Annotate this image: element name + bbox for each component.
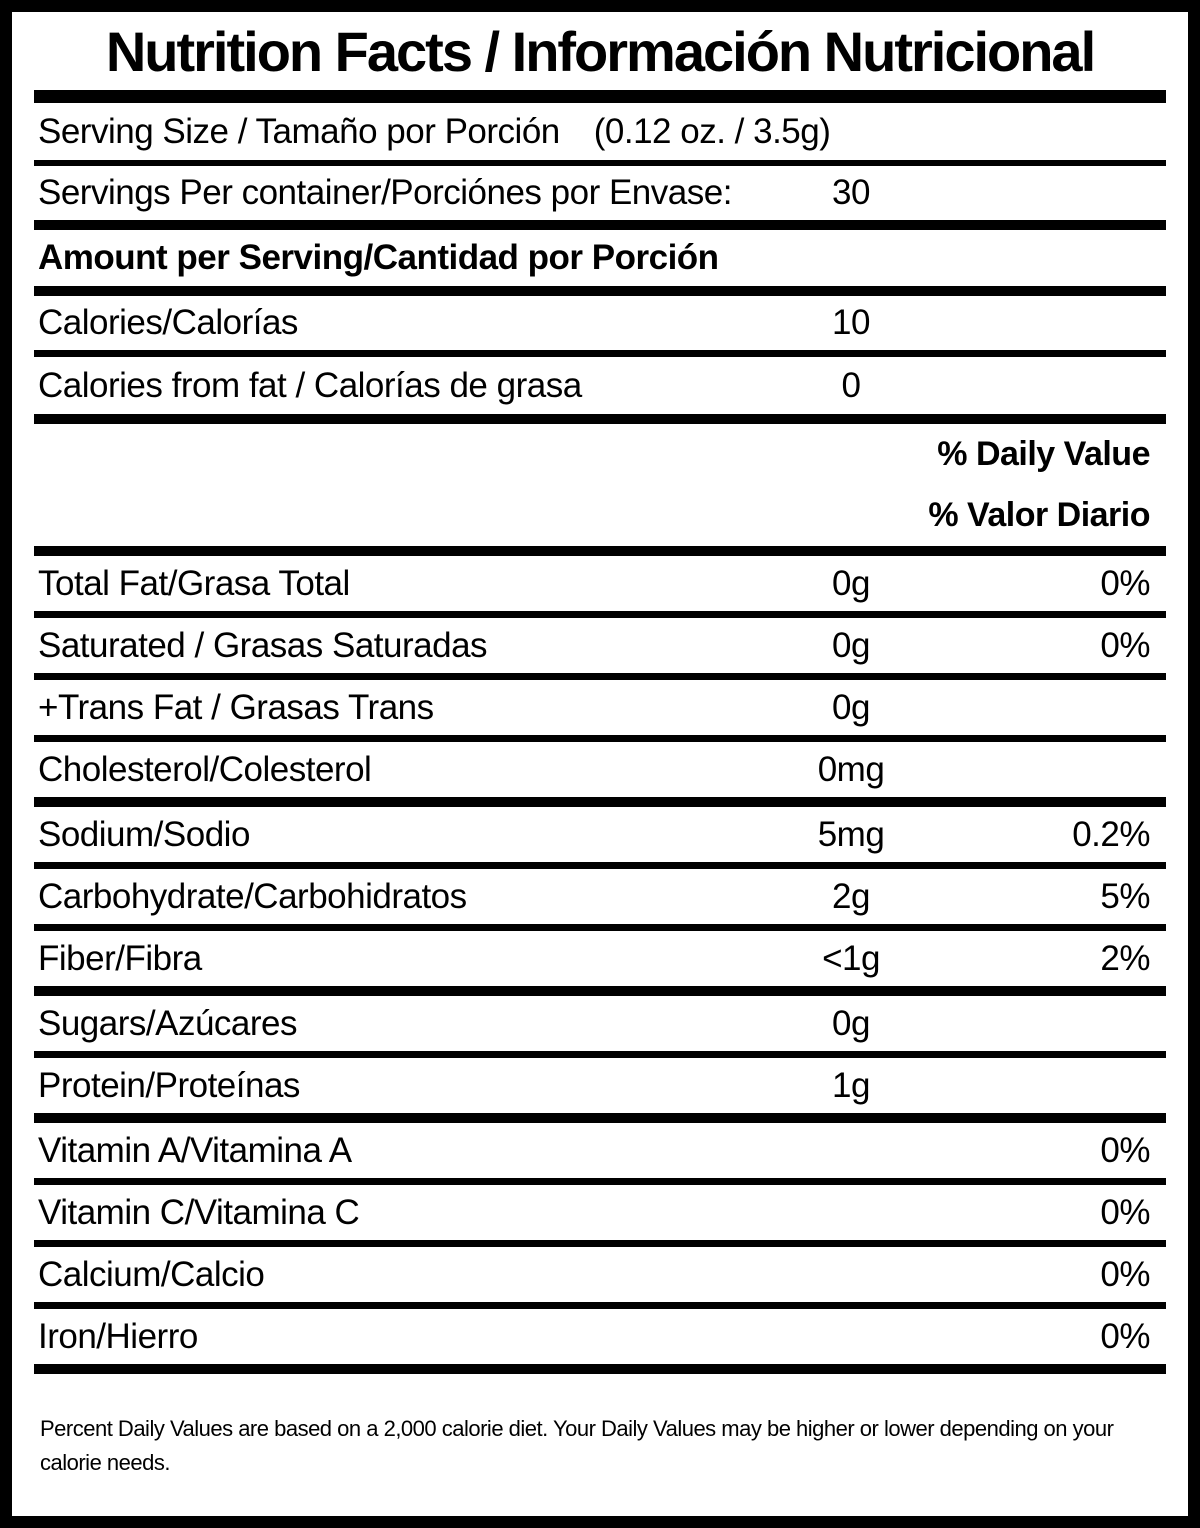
nutrient-amount: 0g: [832, 563, 870, 603]
nutrient-amount: 0g: [832, 625, 870, 665]
nutrient-label: Vitamin C/Vitamina C: [38, 1192, 360, 1232]
nutrient-label: Saturated / Grasas Saturadas: [38, 625, 488, 665]
serving-size-value: (0.12 oz. / 3.5g): [593, 111, 831, 151]
servings-per-container-label: Servings Per container/Porciónes por Env…: [38, 173, 732, 212]
nutrient-daily-value: 0.2%: [1072, 814, 1150, 854]
divider: [34, 160, 1166, 166]
divider: [34, 1178, 1166, 1185]
servings-per-container-value: 30: [832, 173, 870, 212]
label-content: Nutrition Facts / Información Nutriciona…: [12, 12, 1188, 1516]
nutrient-label: Carbohydrate/Carbohidratos: [38, 876, 467, 916]
nutrient-row-saturated-fat: Saturated / Grasas Saturadas 0g 0%: [34, 618, 1166, 673]
nutrient-label: Calcium/Calcio: [38, 1254, 265, 1294]
nutrient-amount: 0g: [832, 1003, 870, 1043]
divider: [34, 414, 1166, 424]
divider: [34, 1113, 1166, 1123]
divider: [34, 350, 1166, 357]
nutrient-label: Total Fat/Grasa Total: [38, 563, 350, 603]
calories-from-fat-value: 0: [841, 365, 861, 405]
nutrient-daily-value: 0%: [1100, 563, 1150, 603]
divider: [34, 1364, 1166, 1374]
divider: [34, 673, 1166, 680]
daily-value-header-en-row: % Daily Value: [34, 424, 1166, 485]
nutrient-label: Fiber/Fibra: [38, 938, 202, 978]
calories-from-fat-row: Calories from fat / Calorías de grasa 0: [34, 357, 1166, 414]
nutrient-row-total-fat: Total Fat/Grasa Total 0g 0%: [34, 556, 1166, 611]
divider: [34, 735, 1166, 742]
calories-value: 10: [832, 303, 870, 342]
serving-size-label: Serving Size / Tamaño por Porción: [38, 111, 560, 151]
divider: [34, 1240, 1166, 1247]
nutrient-label: Protein/Proteínas: [38, 1065, 300, 1105]
nutrient-row-trans-fat: +Trans Fat / Grasas Trans 0g: [34, 680, 1166, 735]
amount-per-serving-header: Amount per Serving/Cantidad por Porción: [38, 238, 719, 277]
title-divider-bar: [34, 90, 1166, 103]
nutrient-daily-value: 0%: [1100, 1192, 1150, 1232]
divider: [34, 924, 1166, 931]
divider: [34, 611, 1166, 618]
divider: [34, 797, 1166, 807]
daily-value-header-es-row: % Valor Diario: [34, 485, 1166, 546]
nutrient-label: Sodium/Sodio: [38, 814, 250, 854]
daily-value-header-en: % Daily Value: [937, 435, 1150, 473]
nutrient-daily-value: 2%: [1100, 938, 1150, 978]
nutrient-amount: 1g: [832, 1065, 870, 1105]
nutrient-row-calcium: Calcium/Calcio 0%: [34, 1247, 1166, 1302]
nutrient-daily-value: 5%: [1100, 876, 1150, 916]
divider: [34, 1302, 1166, 1309]
nutrient-label: Sugars/Azúcares: [38, 1003, 298, 1043]
nutrient-row-sugars: Sugars/Azúcares 0g: [34, 996, 1166, 1051]
label-title: Nutrition Facts / Información Nutriciona…: [105, 19, 1096, 83]
nutrient-label: Cholesterol/Colesterol: [38, 749, 372, 789]
nutrient-amount: 5mg: [817, 814, 885, 854]
nutrient-daily-value: 0%: [1100, 1130, 1150, 1170]
footnotes: Percent Daily Values are based on a 2,00…: [34, 1374, 1166, 1516]
nutrient-amount: 0mg: [817, 749, 885, 789]
divider: [34, 286, 1166, 296]
nutrient-row-cholesterol: Cholesterol/Colesterol 0mg: [34, 742, 1166, 797]
calories-label: Calories/Calorías: [38, 303, 298, 342]
nutrient-amount: 0g: [832, 687, 870, 727]
nutrient-row-vitamin-a: Vitamin A/Vitamina A 0%: [34, 1123, 1166, 1178]
amount-per-serving-header-row: Amount per Serving/Cantidad por Porción: [34, 230, 1166, 286]
serving-size-row: Serving Size / Tamaño por Porción (0.12 …: [34, 103, 1166, 160]
divider: [34, 986, 1166, 996]
nutrient-label: Vitamin A/Vitamina A: [38, 1130, 352, 1170]
divider: [34, 546, 1166, 556]
divider: [34, 1051, 1166, 1058]
nutrient-daily-value: 0%: [1100, 1254, 1150, 1294]
nutrient-row-carbohydrate: Carbohydrate/Carbohidratos 2g 5%: [34, 869, 1166, 924]
nutrient-daily-value: 0%: [1100, 1316, 1150, 1356]
daily-value-header-es: % Valor Diario: [928, 496, 1150, 534]
nutrient-amount: 2g: [832, 876, 870, 916]
calories-row: Calories/Calorías 10: [34, 296, 1166, 350]
calories-from-fat-label: Calories from fat / Calorías de grasa: [38, 365, 582, 405]
nutrient-row-sodium: Sodium/Sodio 5mg 0.2%: [34, 807, 1166, 862]
servings-per-container-row: Servings Per container/Porciónes por Env…: [34, 166, 1166, 220]
nutrient-row-fiber: Fiber/Fibra <1g 2%: [34, 931, 1166, 986]
footnote-en: Percent Daily Values are based on a 2,00…: [40, 1416, 1114, 1475]
footnote-es: Los Porcentajes de Valores Diarios están…: [40, 1514, 1166, 1516]
nutrient-row-vitamin-c: Vitamin C/Vitamina C 0%: [34, 1185, 1166, 1240]
nutrient-row-protein: Protein/Proteínas 1g: [34, 1058, 1166, 1113]
nutrient-row-iron: Iron/Hierro 0%: [34, 1309, 1166, 1364]
divider: [34, 220, 1166, 230]
nutrient-daily-value: 0%: [1100, 625, 1150, 665]
nutrient-label: +Trans Fat / Grasas Trans: [38, 687, 434, 727]
nutrient-label: Iron/Hierro: [38, 1316, 198, 1356]
divider: [34, 862, 1166, 869]
nutrient-amount: <1g: [822, 938, 880, 978]
